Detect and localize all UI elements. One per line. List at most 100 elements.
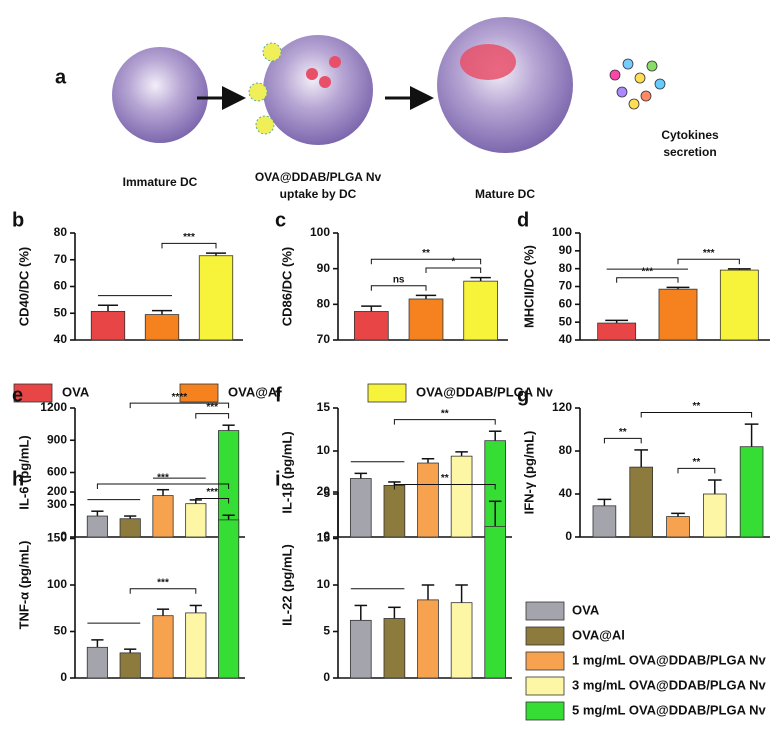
significance-bracket (161, 242, 217, 249)
cytokine-label: secretion (663, 145, 716, 159)
y-tick-label: 80 (559, 261, 573, 275)
y-tick-label: 0 (565, 529, 572, 543)
significance-label: ** (441, 408, 449, 419)
significance-label: *** (206, 487, 218, 498)
vesicle (329, 56, 341, 68)
significance-label: *** (641, 266, 653, 277)
y-tick-label: 50 (54, 305, 68, 319)
particle (248, 82, 268, 102)
legend-label: OVA (572, 602, 600, 617)
significance-bracket (603, 437, 642, 444)
y-axis-label: IL-22 (pg/mL) (279, 544, 294, 626)
legend-swatch (179, 383, 219, 403)
y-tick-label: 5 (323, 624, 330, 638)
y-tick-label: 50 (54, 624, 68, 638)
significance-label: ** (693, 401, 701, 412)
significance-label: *** (183, 232, 195, 243)
y-tick-label: 0 (323, 670, 330, 684)
legend-swatch (525, 626, 565, 646)
y-tick-label: 70 (54, 252, 68, 266)
significance-label: ** (693, 457, 701, 468)
y-tick-label: 90 (317, 261, 331, 275)
y-tick-label: 80 (559, 443, 573, 457)
significance-bracket (96, 483, 230, 489)
y-tick-label: 5 (323, 486, 330, 500)
bar (353, 311, 389, 341)
bar (417, 462, 439, 538)
significance-bracket (640, 412, 753, 418)
legend-label: 3 mg/mL OVA@DDAB/PLGA Nv (572, 677, 767, 692)
legend-swatch (13, 383, 53, 403)
bar (597, 322, 637, 341)
y-tick-label: 100 (552, 225, 572, 239)
significance-label: *** (703, 248, 715, 259)
bar (383, 618, 406, 679)
uptake-cell (263, 35, 373, 145)
y-tick-label: 70 (317, 332, 331, 346)
significance-label: ** (619, 427, 627, 438)
significance-label: ** (441, 473, 449, 484)
chart: h TNF-α (pg/mL) 0 50 100 150 200 *** *** *** (12, 468, 245, 684)
bar (119, 518, 141, 538)
chart: f IL-1β (pg/mL) 0 5 10 15 ** (275, 384, 512, 543)
significance-bracket (129, 402, 230, 409)
y-tick-label: 50 (559, 314, 573, 328)
y-tick-label: 100 (310, 225, 330, 239)
significance-label: **** (172, 392, 188, 403)
cytokines (609, 58, 666, 110)
panel-label: c (275, 209, 286, 231)
significance-bracket (616, 277, 679, 283)
y-tick-label: 200 (47, 484, 67, 498)
y-tick-label: 10 (317, 577, 331, 591)
bar (90, 310, 126, 341)
y-tick-label: 80 (54, 225, 68, 239)
cytokine-label: Cytokines (661, 128, 719, 142)
y-tick-label: 40 (54, 332, 68, 346)
bar (152, 495, 174, 538)
vesicle (306, 68, 318, 80)
panel-label: f (275, 384, 282, 406)
chart: b CD40/DC (%) 40 50 60 70 80 *** (12, 209, 243, 346)
y-tick-label: 0 (60, 670, 67, 684)
y-tick-label: 120 (552, 400, 572, 414)
panel-label: h (12, 468, 24, 490)
bar (702, 493, 727, 538)
y-tick-label: 100 (47, 577, 67, 591)
bar (383, 484, 406, 538)
bar (119, 652, 141, 679)
y-axis-label: CD40/DC (%) (16, 247, 31, 326)
legend-label: OVA@Al (228, 384, 281, 399)
cell-label: uptake by DC (280, 187, 357, 201)
y-tick-label: 600 (47, 465, 67, 479)
cell-label: Mature DC (475, 187, 535, 201)
bar (144, 314, 180, 341)
bar (349, 478, 372, 538)
y-tick-label: 1200 (40, 400, 67, 414)
significance-bracket (393, 484, 496, 490)
bar (463, 280, 499, 341)
bar (658, 288, 698, 341)
bar (484, 526, 507, 679)
y-tick-label: 70 (559, 279, 573, 293)
immature-cell (112, 47, 208, 143)
mature-cell (437, 17, 573, 153)
bar (450, 455, 473, 538)
y-tick-label: 300 (47, 497, 67, 511)
cell-label: Immature DC (123, 175, 198, 189)
y-tick-label: 15 (317, 531, 331, 545)
y-tick-label: 15 (317, 400, 331, 414)
y-axis-label: TNF-α (pg/mL) (16, 541, 31, 630)
legend-label: OVA@DDAB/PLGA Nv (416, 384, 554, 399)
y-axis-label: IFN-γ (pg/mL) (521, 431, 536, 515)
y-tick-label: 0 (60, 529, 67, 543)
bar (666, 516, 690, 538)
chart: g IFN-γ (pg/mL) 0 40 80 120 ** ** ** (517, 384, 770, 543)
panel-label: g (517, 384, 529, 406)
significance-label: * (451, 257, 455, 268)
y-axis-label: MHCII/DC (%) (521, 245, 536, 328)
legend-swatch (525, 651, 565, 671)
y-axis-label: IL-1β (pg/mL) (279, 431, 294, 513)
vesicle (460, 44, 516, 80)
vesicle (319, 76, 331, 88)
bar (86, 646, 108, 679)
